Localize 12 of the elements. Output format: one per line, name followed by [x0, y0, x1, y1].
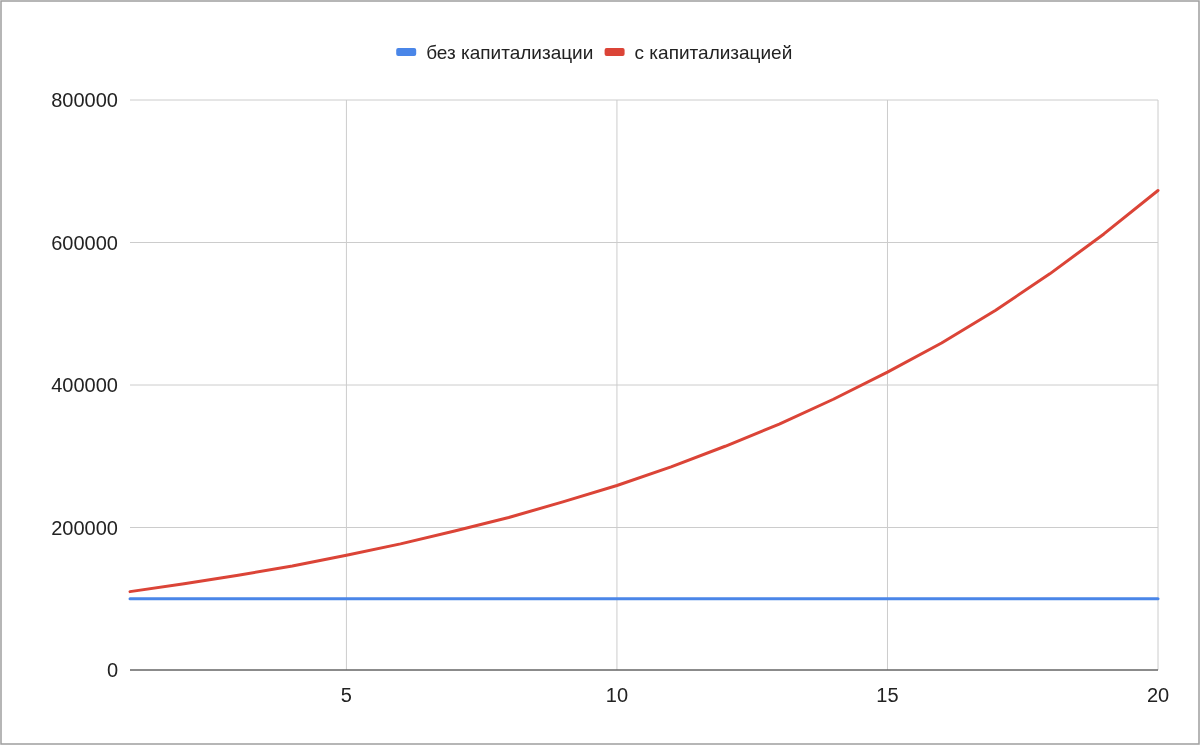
legend-label: с капитализацией	[634, 41, 793, 63]
x-tick-label: 20	[1146, 684, 1170, 706]
x-tick-label: 15	[876, 684, 899, 706]
y-tick-label: 800000	[51, 89, 118, 111]
legend-label: без капитализации	[426, 41, 594, 63]
x-tick-label: 5	[340, 684, 352, 706]
y-tick-label: 600000	[51, 231, 118, 254]
y-tick-label: 200000	[51, 516, 118, 539]
line-series	[128, 188, 1160, 594]
y-tick-label: 400000	[51, 374, 118, 396]
x-tick-label: 10	[605, 684, 629, 706]
y-tick-label: 0	[106, 659, 118, 681]
